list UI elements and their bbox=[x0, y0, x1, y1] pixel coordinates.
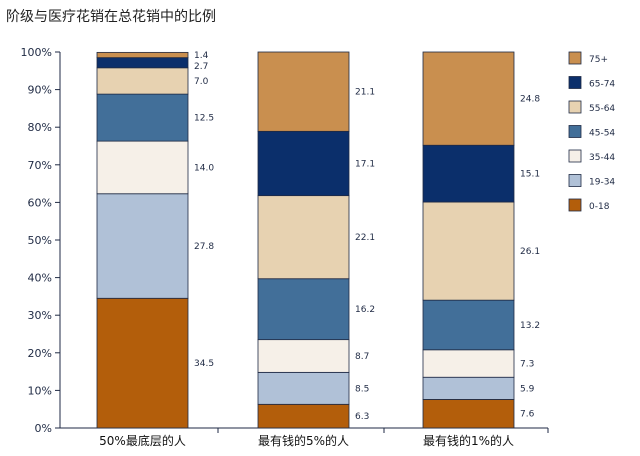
data-label: 15.1 bbox=[520, 170, 540, 180]
legend-swatch bbox=[568, 174, 582, 187]
bar-segment bbox=[96, 93, 189, 142]
y-tick-label: 20% bbox=[28, 347, 52, 360]
data-label: 7.3 bbox=[520, 360, 534, 370]
y-tick-label: 10% bbox=[28, 384, 52, 397]
data-label: 14.0 bbox=[194, 163, 214, 173]
bar-segment bbox=[96, 51, 189, 59]
data-label: 22.1 bbox=[355, 233, 375, 243]
x-tick-label: 50%最底层的人 bbox=[99, 433, 186, 448]
data-label: 16.2 bbox=[355, 305, 375, 315]
bar-segment bbox=[422, 399, 515, 429]
y-tick-label: 50% bbox=[28, 234, 52, 247]
bar-segment bbox=[422, 144, 515, 203]
legend-swatch bbox=[568, 149, 582, 163]
bar-segment bbox=[257, 339, 350, 373]
legend-swatch bbox=[568, 51, 582, 65]
y-tick-label: 70% bbox=[28, 159, 52, 172]
bar-segment bbox=[257, 195, 350, 280]
x-tick-label: 最有钱的1%的人 bbox=[423, 433, 514, 448]
data-label: 26.1 bbox=[520, 247, 540, 257]
data-label: 24.8 bbox=[520, 95, 540, 105]
data-label: 5.9 bbox=[520, 384, 535, 394]
legend-swatch bbox=[568, 125, 582, 138]
legend-label: 55-64 bbox=[589, 104, 615, 114]
legend-label: 75+ bbox=[589, 55, 608, 65]
bar-segment bbox=[422, 299, 515, 351]
bar-segment bbox=[257, 278, 350, 341]
y-tick-label: 0% bbox=[35, 422, 52, 435]
data-label: 13.2 bbox=[520, 321, 540, 331]
bar-segment bbox=[257, 403, 350, 429]
data-label: 2.7 bbox=[194, 62, 208, 72]
y-tick-label: 80% bbox=[28, 121, 52, 134]
legend-label: 35-44 bbox=[589, 153, 615, 163]
bar-segment bbox=[257, 371, 350, 405]
bar-segment bbox=[422, 376, 515, 400]
y-tick-label: 90% bbox=[28, 84, 52, 97]
data-label: 8.5 bbox=[355, 384, 369, 394]
legend-swatch bbox=[568, 100, 582, 114]
y-tick-label: 40% bbox=[28, 272, 52, 285]
data-label: 12.5 bbox=[194, 114, 214, 124]
data-label: 21.1 bbox=[355, 88, 375, 98]
bar-segment bbox=[422, 51, 515, 146]
data-label: 1.4 bbox=[194, 51, 209, 61]
legend-label: 45-54 bbox=[589, 129, 615, 139]
chart-title: 阶级与医疗花销在总花销中的比例 bbox=[6, 9, 216, 25]
y-tick-label: 30% bbox=[28, 309, 52, 322]
bar-segment bbox=[96, 297, 189, 429]
x-tick-label: 最有钱的5%的人 bbox=[258, 433, 349, 448]
data-label: 6.3 bbox=[355, 412, 369, 422]
legend-label: 65-74 bbox=[589, 80, 615, 90]
data-label: 17.1 bbox=[355, 159, 375, 169]
bar-segment bbox=[422, 201, 515, 301]
data-label: 7.6 bbox=[520, 410, 535, 420]
legend-swatch bbox=[568, 198, 582, 212]
bar-segment bbox=[422, 349, 515, 378]
data-label: 7.0 bbox=[194, 77, 209, 87]
bar-segment bbox=[96, 67, 189, 95]
bar-segment bbox=[96, 193, 189, 299]
bar-segment bbox=[257, 130, 350, 197]
bar-segment bbox=[96, 57, 189, 69]
bar-segment bbox=[96, 140, 189, 195]
y-tick-label: 100% bbox=[21, 46, 52, 59]
legend-swatch bbox=[568, 76, 582, 89]
legend-label: 0-18 bbox=[589, 202, 610, 212]
bar-segment bbox=[257, 51, 350, 132]
y-tick-label: 60% bbox=[28, 196, 52, 209]
data-label: 8.7 bbox=[355, 352, 369, 362]
data-label: 34.5 bbox=[194, 359, 214, 369]
data-label: 27.8 bbox=[194, 242, 214, 252]
legend-label: 19-34 bbox=[589, 178, 615, 188]
